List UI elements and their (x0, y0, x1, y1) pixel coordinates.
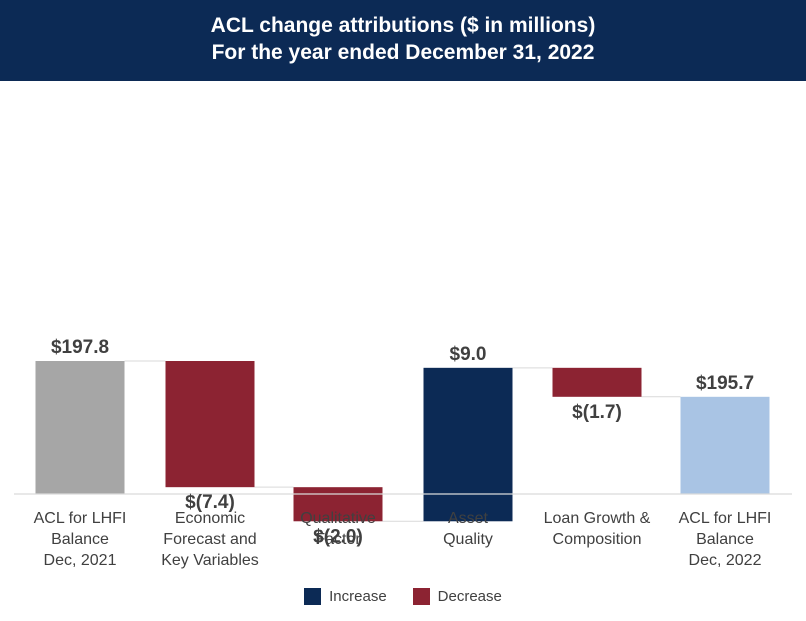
category-label: Asset Quality (443, 510, 493, 548)
bars-group (35, 361, 770, 522)
category-label-line: ACL for LHFI (34, 510, 127, 527)
category-label: Economic Forecast and Key Variables (161, 510, 259, 569)
bar-decrease[interactable] (552, 367, 642, 397)
category-label-line: Key Variables (161, 552, 259, 569)
bar-total[interactable] (680, 396, 770, 494)
category-label-line: Balance (51, 531, 109, 548)
bar-decrease[interactable] (165, 361, 255, 488)
connector-lines (124, 360, 681, 522)
category-label-line: Economic (175, 510, 245, 527)
value-label: $9.0 (450, 344, 487, 365)
value-label: $(2.0) (313, 526, 363, 547)
category-label-line: Balance (696, 531, 754, 548)
legend-item-increase[interactable]: Increase (304, 588, 387, 605)
category-labels-group: ACL for LHFI Balance Dec, 2021 Economic Fore… (34, 510, 772, 569)
category-label-line: Forecast and (163, 531, 256, 548)
bar-total[interactable] (35, 361, 125, 494)
category-label-line: Quality (443, 531, 493, 548)
category-label-line: Qualitative (300, 510, 376, 527)
chart-subtitle: For the year ended December 31, 2022 (211, 41, 595, 64)
category-label-line: Factor (315, 531, 361, 548)
value-label: $197.8 (51, 337, 109, 358)
value-label: $(7.4) (185, 492, 235, 513)
category-label-line: Composition (553, 531, 642, 548)
category-label-line: ACL for LHFI (679, 510, 772, 527)
category-label-line: Dec, 2021 (44, 552, 117, 569)
chart-title: ACL change attributions ($ in millions) (210, 14, 596, 37)
chart-legend: Increase Decrease (0, 588, 806, 605)
category-label: ACL for LHFI Balance Dec, 2021 (34, 510, 127, 569)
value-labels-group: $197.8 $(7.4) $(2.0) $9.0 $(1.7) $195.7 (51, 337, 754, 547)
legend-item-decrease[interactable]: Decrease (412, 588, 502, 605)
category-label: Loan Growth & Composition (544, 510, 651, 548)
bar-increase[interactable] (423, 367, 513, 522)
category-label: ACL for LHFI Balance Dec, 2022 (679, 510, 772, 569)
value-label: $195.7 (696, 373, 754, 394)
legend-label-decrease: Decrease (437, 588, 502, 605)
legend-swatch-increase (304, 588, 322, 605)
legend-label-increase: Increase (329, 588, 387, 605)
bar-decrease[interactable] (293, 487, 383, 522)
value-label: $(1.7) (572, 402, 622, 423)
category-label: Qualitative Factor (300, 510, 376, 548)
category-label-line: Asset (448, 510, 489, 527)
chart-header: ACL change attributions ($ in millions) … (0, 0, 806, 81)
category-label-line: Loan Growth & (544, 510, 651, 527)
legend-swatch-decrease (412, 588, 430, 605)
category-label-line: Dec, 2022 (689, 552, 762, 569)
